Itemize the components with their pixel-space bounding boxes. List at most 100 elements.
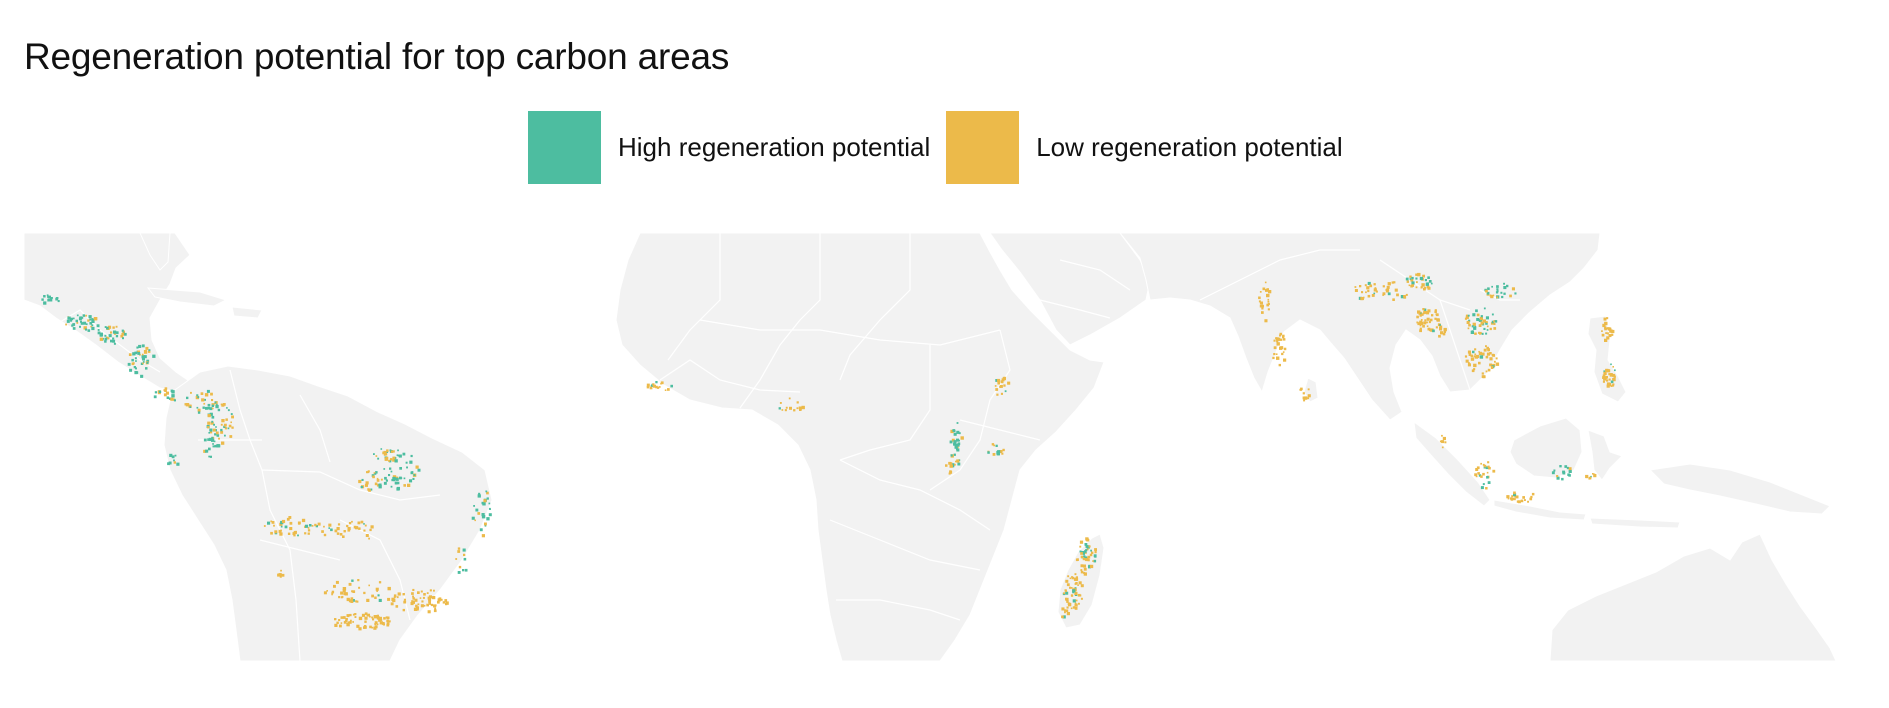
regeneration-point — [1559, 465, 1562, 468]
regeneration-point — [91, 324, 94, 327]
regeneration-point — [203, 449, 207, 453]
regeneration-point — [208, 455, 210, 458]
regeneration-point — [202, 406, 205, 409]
regeneration-point — [1487, 287, 1490, 290]
regeneration-point — [1071, 576, 1075, 580]
regeneration-point — [432, 597, 434, 599]
regeneration-point — [1375, 290, 1378, 293]
regeneration-point — [423, 604, 426, 607]
regeneration-point — [367, 470, 370, 473]
regeneration-point — [1393, 281, 1396, 284]
regeneration-point — [1480, 462, 1482, 465]
regeneration-point — [132, 352, 136, 356]
regeneration-point — [307, 529, 311, 532]
regeneration-point — [143, 350, 147, 353]
regeneration-point — [437, 600, 440, 604]
regeneration-point — [351, 520, 353, 523]
regeneration-point — [442, 601, 446, 604]
regeneration-point — [414, 598, 418, 602]
regeneration-point — [228, 424, 232, 428]
regeneration-point — [1482, 483, 1485, 486]
regeneration-point — [1003, 376, 1006, 379]
regeneration-point — [1382, 292, 1386, 296]
land-cuba — [146, 287, 228, 307]
regeneration-point — [653, 384, 656, 388]
regeneration-point — [394, 459, 398, 463]
regeneration-point — [1428, 280, 1432, 283]
regeneration-point — [333, 584, 336, 588]
regeneration-point — [107, 337, 110, 340]
regeneration-point — [129, 368, 133, 372]
regeneration-point — [379, 621, 383, 625]
regeneration-point — [374, 625, 378, 629]
regeneration-point — [145, 367, 148, 370]
regeneration-point — [471, 516, 475, 520]
regeneration-point — [134, 357, 137, 360]
regeneration-point — [1417, 322, 1421, 326]
regeneration-point — [1303, 399, 1306, 402]
regeneration-point — [85, 323, 88, 326]
regeneration-point — [1467, 327, 1470, 330]
regeneration-point — [270, 520, 273, 523]
regeneration-point — [433, 589, 435, 592]
regeneration-point — [1466, 320, 1470, 324]
regeneration-point — [381, 622, 385, 625]
regeneration-point — [104, 334, 107, 337]
regeneration-point — [378, 598, 382, 602]
regeneration-point — [207, 414, 211, 418]
regeneration-point — [1593, 473, 1596, 476]
regeneration-point — [224, 434, 226, 437]
regeneration-point — [1476, 466, 1480, 470]
regeneration-point — [48, 295, 51, 299]
regeneration-point — [85, 314, 87, 317]
regeneration-point — [1568, 467, 1572, 471]
regeneration-point — [218, 437, 220, 440]
regeneration-point — [372, 618, 375, 621]
regeneration-point — [1468, 323, 1471, 327]
regeneration-point — [383, 453, 386, 456]
regeneration-point — [1258, 296, 1261, 300]
regeneration-point — [115, 325, 118, 328]
regeneration-point — [1084, 550, 1087, 553]
regeneration-point — [134, 371, 138, 375]
regeneration-point — [375, 455, 378, 457]
regeneration-point — [1409, 278, 1412, 280]
regeneration-point — [334, 529, 338, 533]
regeneration-point — [1608, 333, 1611, 337]
regeneration-point — [209, 455, 212, 458]
regeneration-point — [147, 350, 151, 353]
regeneration-point — [1421, 283, 1425, 287]
regeneration-point — [957, 442, 961, 445]
regeneration-point — [273, 524, 275, 527]
regeneration-point — [1436, 318, 1440, 322]
regeneration-point — [279, 573, 282, 576]
regeneration-point — [1605, 376, 1608, 379]
regeneration-point — [317, 522, 321, 526]
regeneration-point — [1426, 325, 1429, 327]
regeneration-point — [384, 457, 388, 461]
regeneration-point — [223, 423, 227, 427]
regeneration-point — [1267, 300, 1270, 303]
regeneration-point — [112, 337, 115, 340]
regeneration-point — [1489, 327, 1492, 331]
regeneration-point — [389, 449, 392, 452]
land-hispaniola — [231, 306, 263, 319]
regeneration-point — [1066, 583, 1070, 587]
regeneration-point — [1606, 379, 1609, 382]
regeneration-point — [779, 402, 782, 404]
regeneration-point — [402, 608, 405, 612]
regeneration-point — [1088, 545, 1091, 548]
regeneration-point — [211, 438, 215, 442]
regeneration-point — [1472, 350, 1475, 354]
regeneration-point — [138, 344, 142, 348]
regeneration-point — [1496, 296, 1499, 299]
regeneration-point — [50, 299, 53, 302]
regeneration-point — [133, 366, 136, 369]
regeneration-point — [360, 520, 364, 524]
regeneration-point — [1082, 564, 1086, 568]
regeneration-point — [462, 569, 465, 572]
regeneration-point — [370, 488, 373, 491]
regeneration-point — [1382, 294, 1384, 296]
regeneration-point — [340, 591, 344, 595]
regeneration-point — [1551, 471, 1555, 475]
